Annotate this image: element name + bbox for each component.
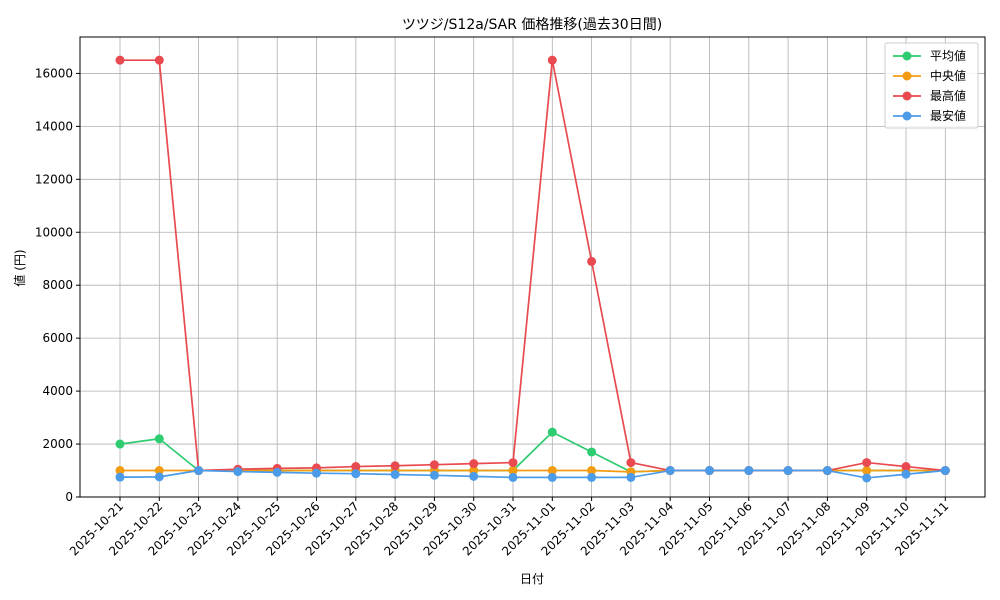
data-point — [901, 469, 911, 479]
data-point — [115, 472, 125, 482]
data-point — [154, 466, 164, 476]
data-point — [429, 460, 439, 470]
data-point — [508, 472, 518, 482]
legend-marker — [902, 91, 912, 101]
y-axis: 0 2000 4000 6000 8000 10000 12000 14000 16000 — [35, 66, 80, 504]
y-tick-label: 8000 — [42, 278, 73, 292]
y-tick-label: 10000 — [35, 225, 73, 239]
data-point — [901, 462, 911, 472]
data-point — [233, 467, 243, 477]
legend-marker — [902, 51, 912, 61]
data-point — [469, 471, 479, 481]
legend-marker — [902, 71, 912, 81]
data-point — [547, 466, 557, 476]
data-point — [194, 466, 204, 476]
data-point — [115, 466, 125, 476]
y-tick-label: 2000 — [42, 437, 73, 451]
data-point — [115, 55, 125, 65]
data-point — [508, 458, 518, 468]
series-line — [119, 469, 946, 479]
x-axis-title: 日付 — [520, 572, 544, 586]
data-point — [587, 256, 597, 266]
legend-box — [884, 42, 979, 129]
data-point — [587, 466, 597, 476]
data-point — [587, 447, 597, 457]
data-point — [547, 427, 557, 437]
grid — [80, 37, 985, 498]
data-point — [390, 461, 400, 471]
data-point — [587, 472, 597, 482]
data-point — [312, 468, 321, 478]
data-point — [351, 462, 361, 472]
y-tick-label: 14000 — [35, 119, 73, 133]
data-point — [508, 466, 518, 476]
data-point — [547, 55, 557, 65]
data-point — [705, 466, 714, 476]
data-point — [154, 472, 164, 482]
data-point — [862, 466, 872, 476]
data-point — [783, 466, 793, 476]
y-axis-title: 値 (円) — [12, 249, 27, 286]
data-point — [154, 434, 164, 444]
series-layer — [115, 55, 950, 483]
data-point — [862, 458, 872, 468]
y-tick-label: 4000 — [42, 384, 73, 398]
data-point — [351, 469, 361, 479]
data-point — [744, 466, 754, 476]
legend-label: 平均値 — [930, 48, 966, 63]
data-point — [862, 473, 872, 483]
y-tick-label: 6000 — [42, 331, 73, 345]
y-tick-label: 16000 — [35, 66, 73, 80]
plot-frame — [79, 36, 986, 498]
data-point — [154, 55, 164, 65]
data-point — [272, 467, 282, 477]
data-point — [665, 466, 675, 476]
data-point — [626, 472, 636, 482]
legend-label: 中央値 — [930, 68, 966, 83]
data-point — [469, 459, 479, 469]
y-tick-label: 0 — [65, 490, 73, 504]
legend-label: 最高値 — [930, 88, 966, 103]
y-tick-label: 12000 — [35, 172, 73, 186]
data-point — [822, 466, 832, 476]
data-point — [390, 469, 400, 479]
data-point — [940, 466, 950, 476]
series-4 — [115, 466, 950, 483]
data-point — [547, 472, 557, 482]
legend-marker — [902, 111, 912, 121]
legend-label: 最安値 — [930, 108, 966, 123]
data-point — [626, 458, 636, 468]
data-point — [115, 439, 125, 449]
chart-title: ツツジ/S12a/SAR 価格推移(過去30日間) — [402, 17, 662, 33]
data-point — [429, 470, 439, 480]
